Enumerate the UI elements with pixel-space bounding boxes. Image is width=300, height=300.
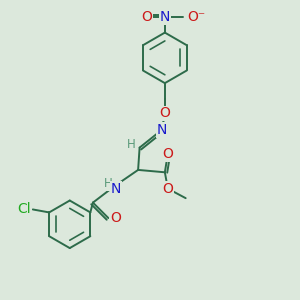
Text: N: N <box>157 123 167 137</box>
Text: O⁻: O⁻ <box>187 10 205 24</box>
Text: N: N <box>160 10 170 24</box>
Text: O: O <box>162 182 173 196</box>
Text: H: H <box>103 177 112 190</box>
Text: O: O <box>141 10 152 24</box>
Text: H: H <box>127 138 136 151</box>
Text: Cl: Cl <box>17 202 31 216</box>
Text: O: O <box>110 211 121 225</box>
Text: O: O <box>159 106 170 120</box>
Text: O: O <box>162 147 173 161</box>
Text: N: N <box>111 182 121 196</box>
